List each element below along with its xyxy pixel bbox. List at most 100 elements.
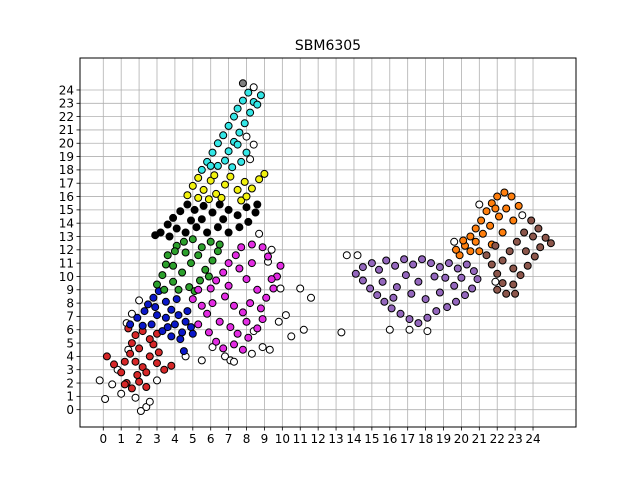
data-point	[534, 224, 543, 233]
data-point	[204, 272, 213, 281]
data-point	[486, 221, 495, 230]
x-tick-label: 7	[225, 432, 233, 446]
data-point	[296, 284, 305, 293]
data-point	[475, 200, 484, 209]
data-point	[265, 345, 274, 354]
data-point	[466, 232, 475, 241]
data-point	[215, 200, 224, 209]
data-point	[163, 323, 172, 332]
data-point	[366, 284, 375, 293]
data-point	[108, 380, 117, 389]
data-point	[509, 280, 518, 289]
data-point	[405, 315, 414, 324]
data-point	[387, 304, 396, 313]
data-point	[172, 295, 181, 304]
data-point	[471, 237, 480, 246]
data-point	[188, 329, 197, 338]
data-point	[498, 279, 507, 288]
data-point	[400, 255, 409, 264]
data-point	[197, 243, 206, 252]
data-point	[242, 148, 251, 157]
data-point	[240, 177, 249, 186]
data-point	[110, 360, 118, 369]
data-point	[264, 252, 272, 261]
data-point	[187, 259, 195, 268]
data-point	[208, 148, 217, 157]
x-tick-label: 18	[418, 432, 433, 446]
data-point	[102, 352, 111, 361]
data-point	[256, 304, 265, 313]
data-point	[351, 269, 360, 278]
data-point	[149, 340, 158, 349]
y-tick-label: 9	[66, 283, 74, 297]
data-point	[135, 344, 144, 353]
data-point	[237, 243, 246, 252]
data-point	[233, 329, 242, 338]
data-point	[382, 256, 391, 265]
data-point	[511, 289, 520, 298]
y-tick-label: 5	[66, 336, 74, 350]
data-point	[208, 208, 217, 217]
y-tick-label: 13	[59, 230, 74, 244]
data-point	[172, 224, 181, 233]
data-point	[269, 284, 278, 293]
data-point	[498, 256, 507, 265]
data-point	[151, 231, 160, 240]
y-tick-label: 20	[59, 137, 74, 151]
x-tick-label: 16	[382, 432, 397, 446]
data-point	[487, 199, 496, 208]
data-point	[253, 285, 262, 294]
data-point	[170, 320, 179, 329]
x-tick-label: 6	[207, 432, 215, 446]
data-point	[188, 181, 197, 190]
data-point	[242, 203, 251, 212]
data-point	[253, 200, 262, 209]
data-point	[210, 171, 219, 180]
point-group	[238, 79, 247, 88]
data-point	[163, 251, 172, 260]
data-point	[133, 371, 142, 379]
data-point	[495, 212, 503, 221]
data-point	[197, 165, 206, 174]
data-point	[520, 228, 529, 237]
data-point	[452, 245, 460, 254]
data-point	[181, 248, 190, 257]
data-point	[457, 273, 466, 282]
data-point	[430, 272, 439, 281]
data-point	[160, 365, 169, 374]
data-point	[149, 293, 158, 302]
data-point	[276, 261, 285, 270]
data-point	[435, 263, 444, 272]
data-point	[258, 343, 267, 352]
data-point	[389, 293, 398, 302]
x-tick-label: 9	[261, 432, 269, 446]
data-point	[131, 357, 140, 366]
point-group	[102, 324, 176, 393]
data-point	[126, 320, 135, 329]
x-tick-label: 0	[99, 432, 107, 446]
data-point	[208, 343, 217, 352]
data-point	[418, 255, 426, 264]
data-point	[224, 205, 233, 214]
point-group	[482, 216, 555, 298]
data-point	[401, 271, 410, 280]
data-point	[491, 204, 500, 213]
data-point	[262, 293, 271, 302]
data-point	[493, 285, 502, 294]
data-point	[505, 247, 514, 256]
data-point	[235, 264, 244, 273]
data-point	[240, 119, 249, 128]
data-point	[169, 213, 178, 222]
data-point	[502, 204, 511, 213]
data-point	[228, 163, 237, 172]
data-point	[238, 308, 247, 317]
x-tick-label: 20	[454, 432, 469, 446]
x-tick-label: 3	[153, 432, 161, 446]
data-point	[233, 185, 242, 194]
y-tick-label: 14	[59, 216, 74, 230]
data-point	[358, 263, 367, 272]
point-group	[351, 255, 482, 328]
data-point	[167, 361, 176, 370]
data-point	[471, 224, 480, 233]
y-tick-label: 15	[59, 203, 74, 217]
